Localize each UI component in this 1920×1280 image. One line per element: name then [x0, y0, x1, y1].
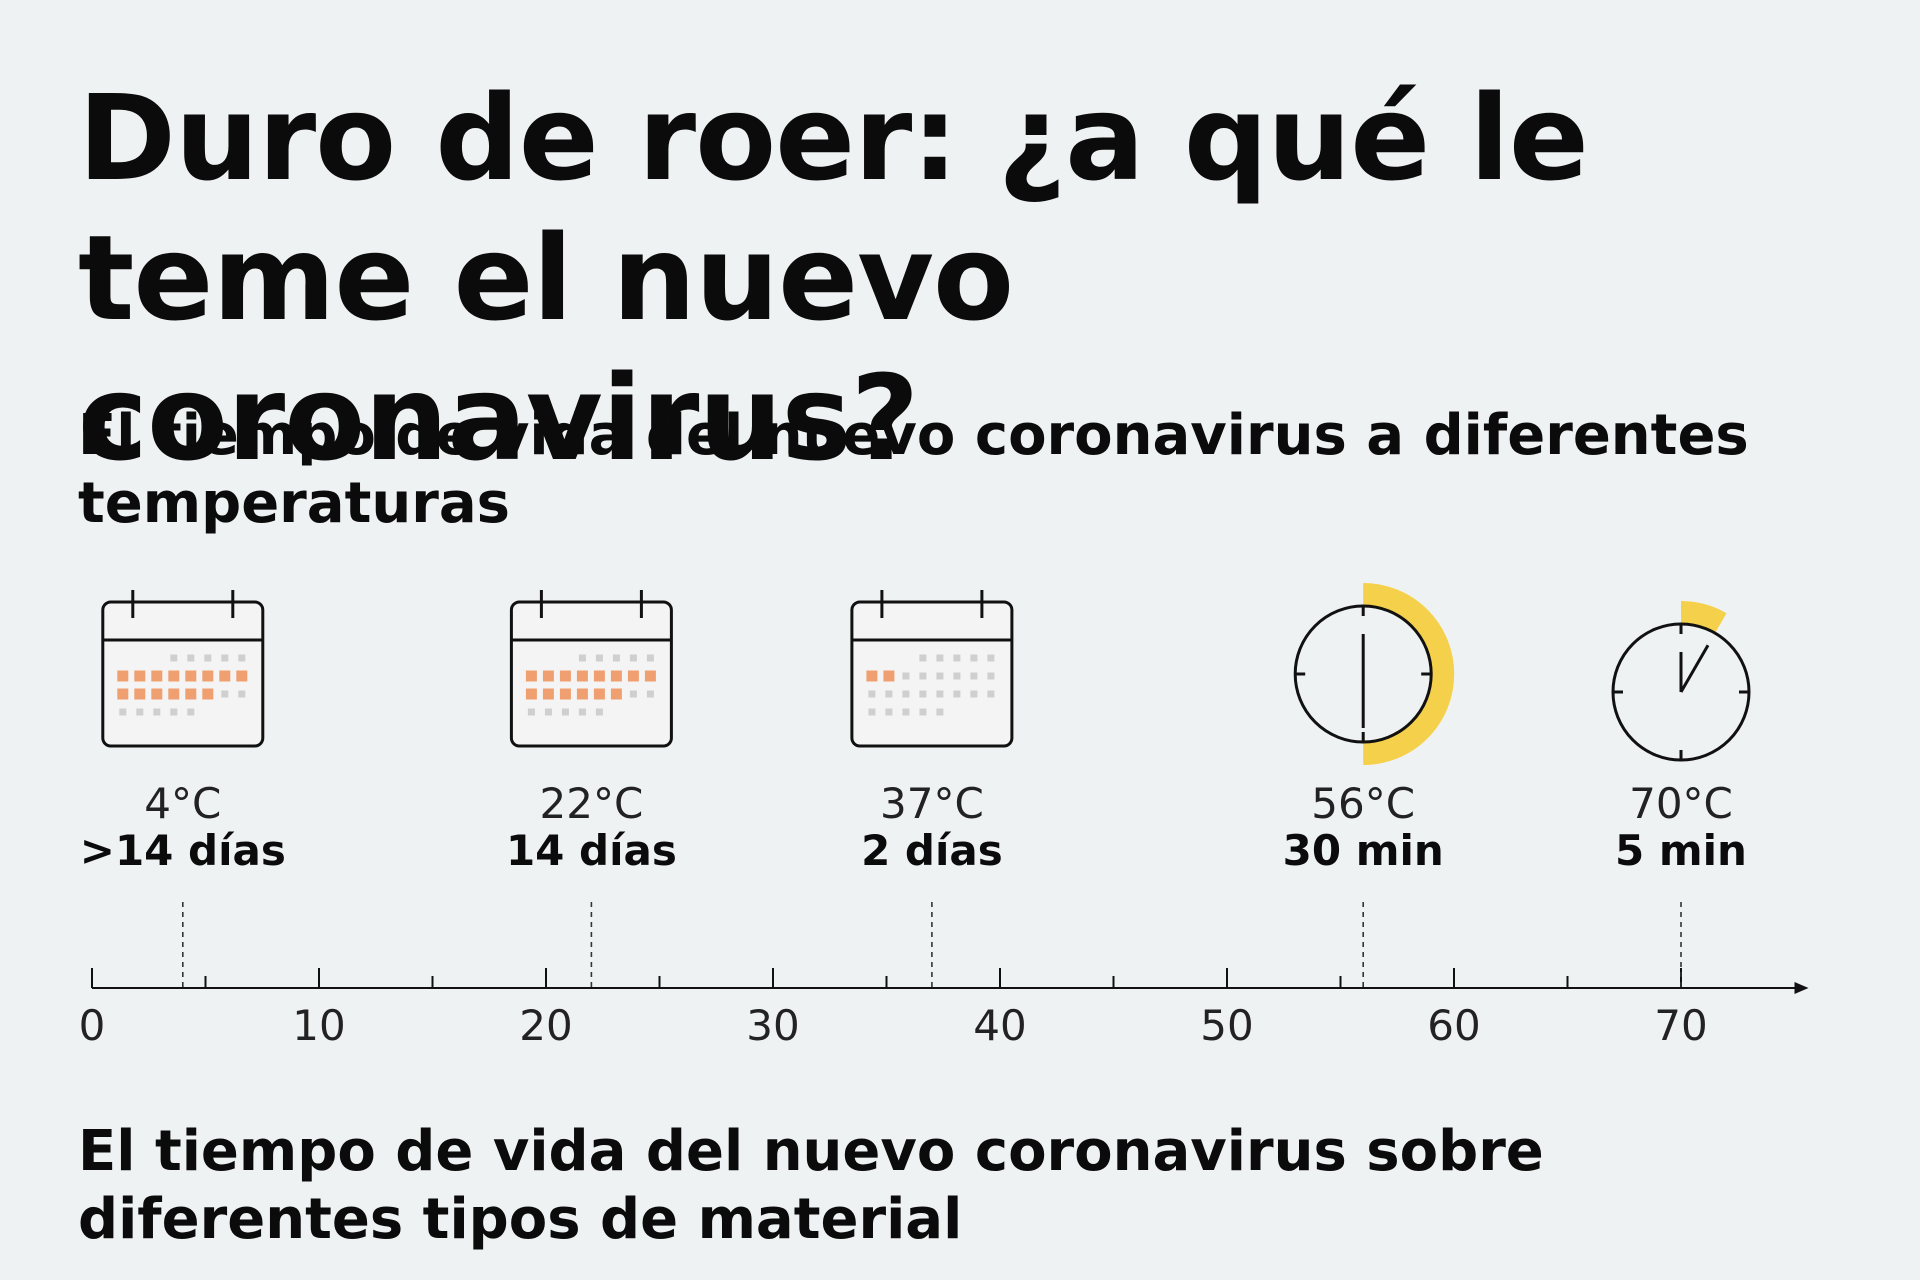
temperature-chart: 0 10 20 30 40 50 60 70 4°C>14 días 22°C14 días 37°…: [79, 583, 1809, 1050]
x-tick-label: 20: [519, 1001, 572, 1050]
duration-label: >14 días: [80, 826, 286, 875]
calendar-icon: [101, 590, 265, 748]
duration-label: 30 min: [1283, 826, 1444, 875]
data-point-4: 70°C5 min: [1611, 601, 1751, 988]
x-axis-arrow: [1794, 982, 1809, 994]
x-tick-label: 10: [292, 1001, 345, 1050]
temperature-subtitle: El tiempo de vida del nuevo coronavirus …: [78, 403, 1749, 536]
x-tick-label: 40: [973, 1001, 1026, 1050]
clock-minute-hand: [1679, 644, 1710, 693]
clock-icon: [1293, 583, 1455, 765]
x-tick-label: 30: [746, 1001, 799, 1050]
calendar-icon: [509, 590, 673, 748]
temperature-label: 37°C: [880, 779, 984, 828]
temperature-label: 70°C: [1629, 779, 1733, 828]
data-point-3: 56°C30 min: [1283, 583, 1455, 988]
duration-label: 5 min: [1615, 826, 1747, 875]
temperature-label: 4°C: [144, 779, 221, 828]
x-tick-label: 50: [1200, 1001, 1253, 1050]
x-tick-label: 0: [79, 1001, 106, 1050]
data-point-2: 37°C2 días: [850, 590, 1014, 988]
clock-progress-arc: [1362, 583, 1455, 765]
page-title: Duro de roer: ¿a qué le teme el nuevo co…: [78, 69, 1589, 487]
x-tick-label: 70: [1654, 1001, 1707, 1050]
data-point-0: 4°C>14 días: [80, 590, 286, 988]
calendar-icon: [850, 590, 1014, 748]
clock-icon: [1611, 601, 1751, 762]
clock-progress-arc: [1680, 601, 1727, 633]
data-point-1: 22°C14 días: [506, 590, 677, 988]
duration-label: 2 días: [861, 826, 1003, 875]
temperature-label: 56°C: [1311, 779, 1415, 828]
temperature-label: 22°C: [540, 779, 644, 828]
duration-label: 14 días: [506, 826, 677, 875]
material-subtitle: El tiempo de vida del nuevo coronavirus …: [78, 1119, 1544, 1252]
x-tick-label: 60: [1427, 1001, 1480, 1050]
